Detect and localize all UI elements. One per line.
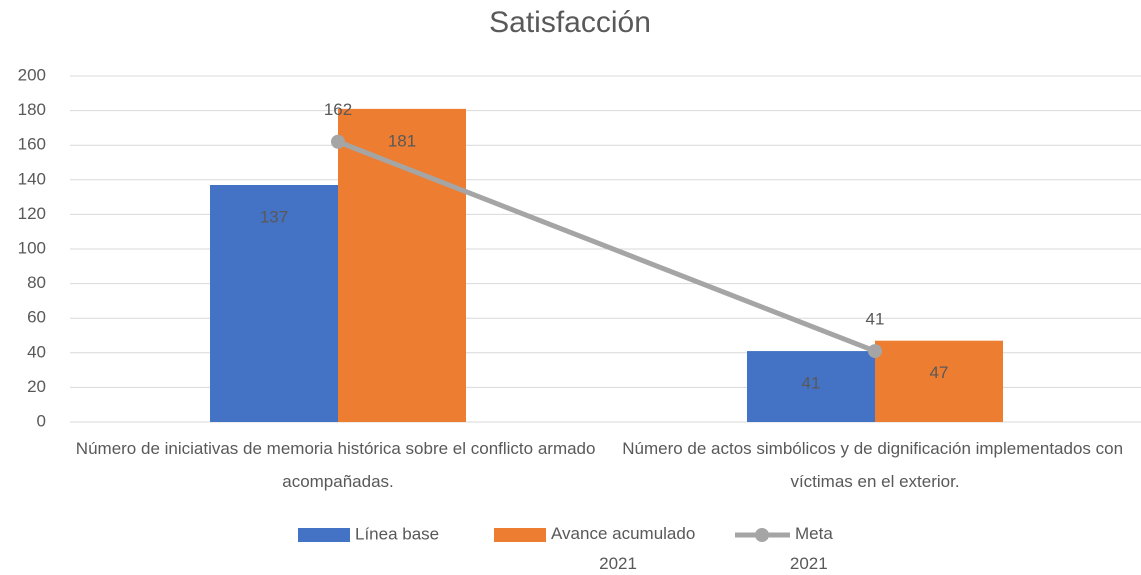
- line: [335, 139, 878, 354]
- y-tick-label: 160: [18, 135, 46, 154]
- x-tick-label: Número de iniciativas de memoria históri…: [76, 439, 600, 491]
- y-tick-label: 180: [18, 100, 46, 119]
- chart-title: Satisfacción: [489, 6, 651, 39]
- y-tick-label: 200: [18, 65, 46, 84]
- x-tick-label: Número de actos simbólicos y de dignific…: [622, 439, 1128, 491]
- line-marker: [331, 134, 345, 149]
- line-value-label: 41: [866, 310, 885, 329]
- bar-value-label: 137: [260, 207, 288, 226]
- y-tick-label: 20: [27, 377, 46, 396]
- bar-value-label: 181: [388, 131, 416, 150]
- legend-label: Avance acumulado 2021: [551, 524, 700, 573]
- bar: [747, 351, 875, 422]
- bar: [875, 340, 1003, 422]
- legend-label: Línea base: [355, 524, 439, 543]
- line-value-label: 162: [324, 100, 352, 119]
- y-tick-label: 100: [18, 238, 46, 257]
- bar: [338, 108, 466, 423]
- legend-label: Meta 2021: [790, 524, 838, 573]
- bar-value-label: 47: [930, 363, 949, 382]
- bar-value-label: 41: [802, 374, 821, 393]
- y-tick-label: 80: [27, 273, 46, 292]
- y-tick-label: 60: [27, 308, 46, 327]
- y-tick-label: 140: [18, 169, 46, 188]
- y-tick-label: 120: [18, 204, 46, 223]
- y-tick-label: 40: [27, 342, 46, 361]
- line-marker: [868, 344, 882, 359]
- legend-marker: [755, 528, 769, 542]
- y-tick-label: 0: [37, 411, 46, 430]
- legend-swatch: [298, 528, 350, 542]
- bar: [210, 184, 338, 422]
- legend-swatch: [494, 528, 546, 542]
